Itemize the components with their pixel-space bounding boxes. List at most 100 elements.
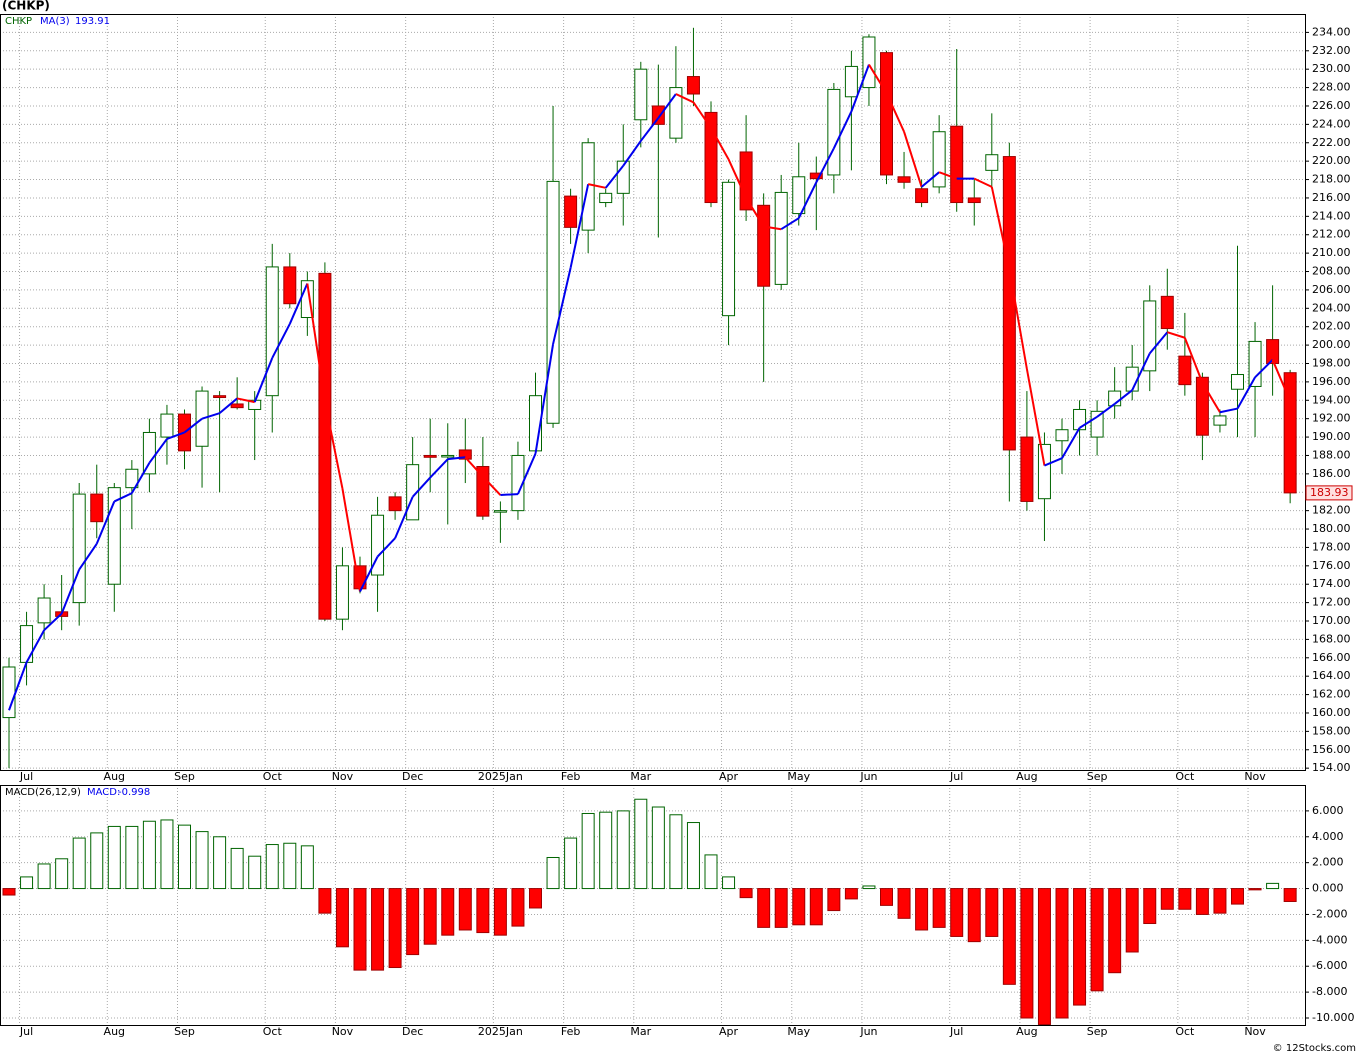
ma-segment	[1271, 359, 1292, 402]
candle-body	[1073, 408, 1087, 431]
x-tick-label: Feb	[561, 1025, 580, 1038]
y-tick-label: 230.00	[1312, 62, 1351, 75]
macd-bar	[493, 888, 507, 936]
ma-segment	[604, 165, 625, 189]
candle-body	[1195, 376, 1209, 436]
macd-bar	[546, 856, 560, 890]
candle-body	[651, 105, 665, 125]
x-tick-label: Sep	[174, 770, 195, 783]
y-tick-label: 180.00	[1312, 522, 1351, 535]
ma-segment	[1254, 359, 1274, 378]
x-tick-label: Aug	[1016, 1025, 1037, 1038]
y-tick-label: 170.00	[1312, 614, 1351, 627]
x-tick-label: Dec	[402, 770, 423, 783]
legend-ma: MA(3)	[40, 16, 70, 27]
ma-segment	[1114, 389, 1133, 405]
candle-body	[809, 172, 823, 180]
ma-segment	[903, 131, 923, 188]
macd-bar	[72, 837, 86, 890]
macd-bar	[1108, 888, 1122, 974]
candle-body	[335, 565, 349, 620]
ma-segment	[1183, 337, 1204, 384]
macd-bar	[599, 811, 613, 890]
y-tick-label: 226.00	[1312, 99, 1351, 112]
y-tick-label: -6.000	[1312, 959, 1347, 972]
candle-body	[371, 514, 385, 576]
y-tick-label: 182.00	[1312, 504, 1351, 517]
candle-body	[669, 87, 683, 139]
ma-segment	[236, 397, 255, 404]
y-tick-label: 214.00	[1312, 209, 1351, 222]
ma-segment	[359, 556, 379, 593]
ma-segment	[1044, 457, 1063, 467]
macd-bar	[1178, 888, 1192, 910]
candle-body	[1037, 443, 1051, 500]
x-tick-label: Mar	[630, 770, 651, 783]
macd-bar	[178, 824, 191, 890]
macd-bar	[1002, 888, 1016, 985]
mark-layer	[2, 27, 1297, 1025]
ma-segment	[587, 183, 606, 189]
macd-bar	[230, 847, 244, 890]
candle-body	[1231, 374, 1244, 390]
macd-bar	[2, 888, 16, 896]
y-tick-label: 198.00	[1312, 356, 1351, 369]
y-tick-label: 0.000	[1312, 882, 1344, 895]
ma-segment	[815, 147, 835, 183]
macd-bar	[827, 888, 841, 912]
ma-segment	[763, 225, 782, 231]
macd-bar	[880, 888, 893, 906]
macd-bar	[897, 888, 911, 919]
y-tick-label: 202.00	[1312, 320, 1351, 333]
candle-body	[318, 272, 332, 620]
ma-segment	[482, 475, 502, 496]
ma-segment	[1025, 368, 1046, 466]
chart-title: (CHKP)	[2, 0, 50, 13]
macd-bar	[1248, 888, 1262, 891]
y-tick-label: 222.00	[1312, 136, 1351, 149]
macd-bar	[423, 888, 437, 945]
x-tick-label: Feb	[561, 770, 580, 783]
x-tick-label: Nov	[332, 1025, 354, 1038]
candle-body	[265, 266, 279, 397]
ma-segment	[552, 267, 572, 345]
y-tick-label: 208.00	[1312, 265, 1351, 278]
y-tick-label: 212.00	[1312, 228, 1351, 241]
x-tick-label: Nov	[1244, 770, 1266, 783]
y-tick-label: 178.00	[1312, 540, 1351, 553]
candle-body	[757, 204, 771, 287]
source: © 12Stocks.com	[1273, 1043, 1356, 1054]
macd-bar	[511, 888, 525, 927]
ma-segment	[850, 64, 870, 112]
macd-bar	[792, 888, 806, 926]
macd-bar	[915, 888, 929, 931]
macd-bar	[1090, 888, 1104, 992]
x-tick-label: Oct	[263, 1025, 283, 1038]
candle-body	[1248, 340, 1262, 387]
candle-body	[599, 192, 613, 204]
macd-bar	[37, 863, 51, 890]
y-tick-label: 216.00	[1312, 191, 1351, 204]
candle-body	[1283, 372, 1297, 494]
ma-segment	[569, 183, 590, 269]
macd-bar	[476, 888, 490, 934]
ma-segment	[1148, 331, 1169, 355]
candle-body	[722, 181, 736, 317]
candle-body	[283, 266, 297, 305]
candle-body	[1213, 415, 1227, 426]
ma-segment	[429, 458, 449, 479]
candle-body	[213, 395, 227, 399]
ma-segment	[271, 323, 291, 359]
candle-body	[862, 36, 876, 89]
candle-body	[827, 88, 841, 176]
y-tick-label: 160.00	[1312, 706, 1351, 719]
macd-bar	[669, 814, 683, 890]
y-tick-label: 168.00	[1312, 632, 1351, 645]
ma-segment	[183, 417, 203, 434]
macd-bar	[809, 888, 823, 926]
macd-bar	[160, 819, 174, 890]
candle-body	[90, 493, 104, 523]
macd-bar	[985, 888, 999, 937]
macd-bar	[441, 888, 455, 936]
